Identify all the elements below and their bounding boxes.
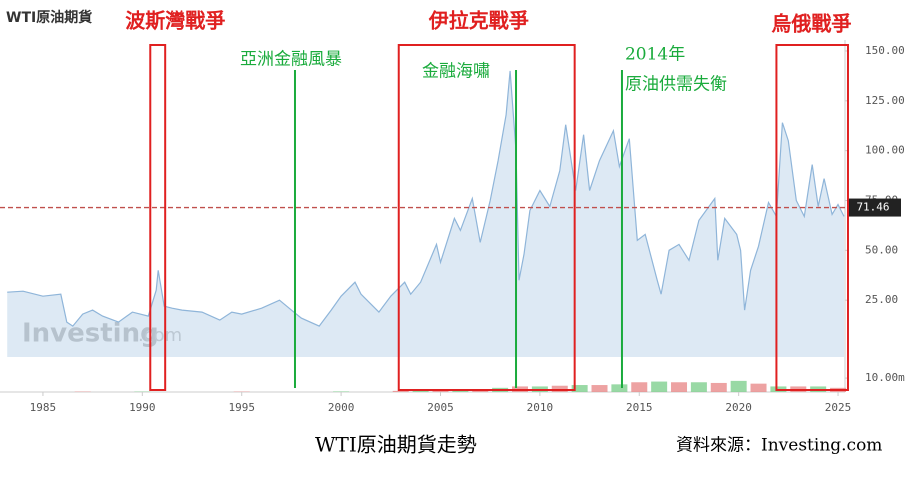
x-tick-label: 2015 — [626, 401, 653, 414]
x-tick-label: 1995 — [228, 401, 255, 414]
annotation-text: 2014年 — [625, 45, 685, 65]
volume-bar — [393, 391, 409, 392]
volume-bar — [592, 385, 608, 392]
annotation-text: 伊拉克戰爭 — [428, 9, 529, 33]
y-tick-label: 100.00 — [865, 144, 905, 157]
source: 資料來源：Investing.com — [676, 436, 882, 456]
y-tick-label: 150.00 — [865, 44, 905, 57]
x-tick-label: 1990 — [129, 401, 156, 414]
annotation-text: 金融海嘯 — [422, 62, 490, 82]
volume-bar — [671, 382, 687, 392]
x-tick-label: 2025 — [825, 401, 852, 414]
annotation-text: 波斯灣戰爭 — [125, 9, 225, 33]
annotation-text: 烏俄戰爭 — [771, 12, 851, 36]
volume-bar — [611, 384, 627, 392]
x-tick-label: 2005 — [427, 401, 454, 414]
y-tick-label: 25.00 — [865, 293, 898, 306]
y-tick-label: 50.00 — [865, 243, 898, 256]
volume-bar — [751, 384, 767, 392]
x-tick-label: 2000 — [328, 401, 355, 414]
x-tick-label: 2020 — [725, 401, 752, 414]
caption: WTI原油期貨走勢 — [315, 433, 477, 457]
volume-bar — [651, 382, 667, 392]
volume-bar — [552, 386, 568, 392]
volume-bar — [691, 382, 707, 392]
x-tick-label: 1985 — [30, 401, 57, 414]
annotation-text: 亞洲金融風暴 — [240, 50, 342, 70]
volume-bar — [333, 391, 349, 392]
reference-label: 71.46 — [856, 201, 889, 214]
x-tick-label: 2010 — [527, 401, 554, 414]
y-tick-label: 125.00 — [865, 94, 905, 107]
volume-bar — [711, 383, 727, 392]
volume-bar — [731, 381, 747, 392]
annotation-text: 原油供需失衡 — [625, 75, 727, 95]
y2-tick-label: 10.00m — [865, 371, 905, 384]
chart-title: WTI原油期貨 — [6, 9, 92, 26]
volume-bar — [631, 382, 647, 392]
